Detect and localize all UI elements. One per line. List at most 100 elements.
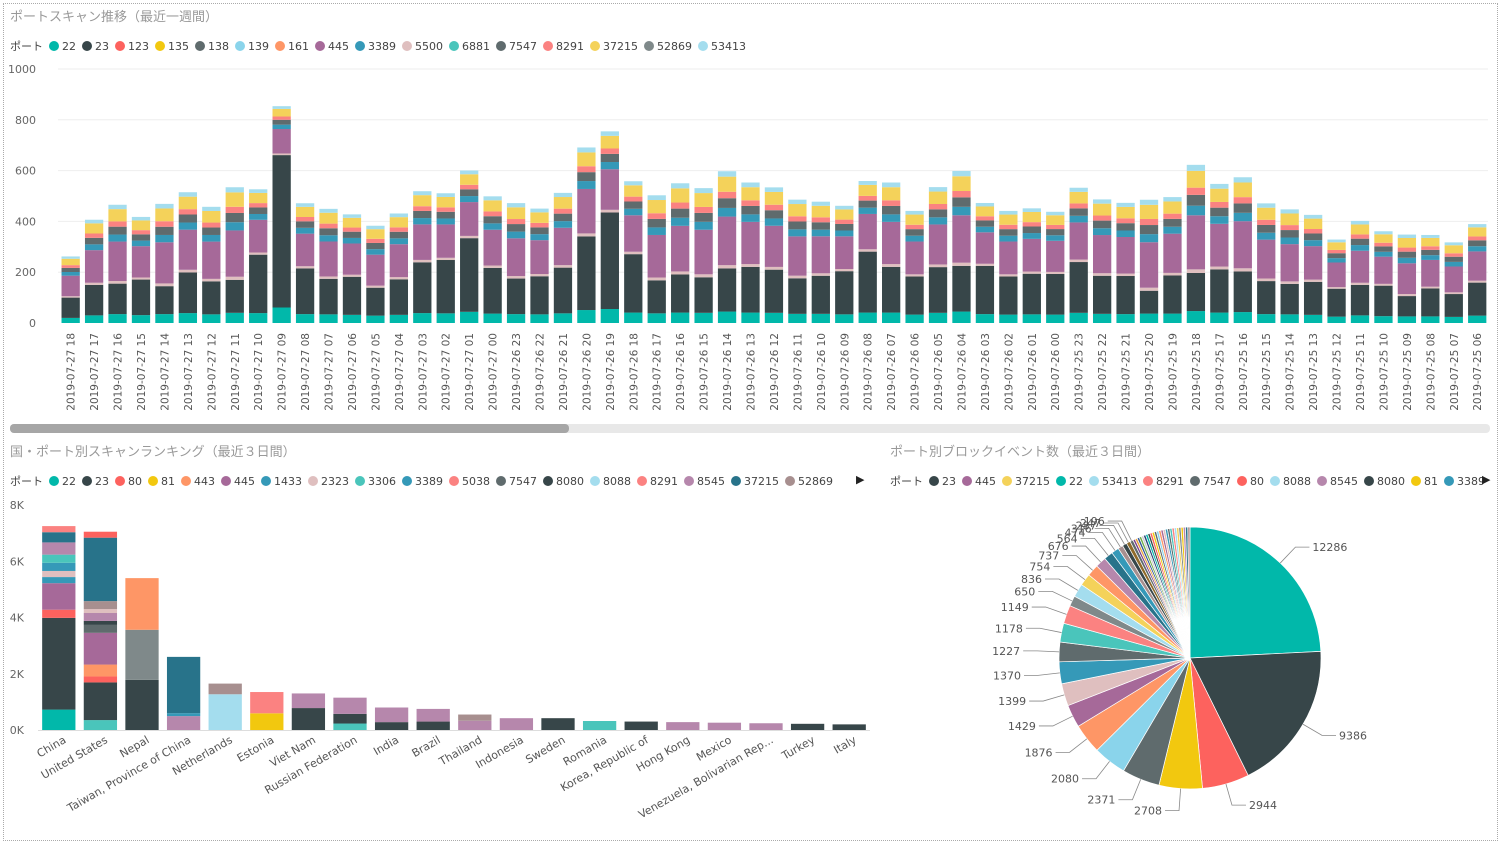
bar-segment-8291[interactable]: [999, 224, 1018, 230]
bar-segment-5500[interactable]: [788, 275, 807, 279]
bar-segment-3389[interactable]: [178, 222, 198, 230]
bar-segment-23[interactable]: [61, 297, 80, 318]
bar-segment-22[interactable]: [1116, 314, 1135, 323]
bar-segment-53413[interactable]: [366, 225, 385, 230]
bar-2019-07-27 02[interactable]: [436, 193, 455, 323]
bar-segment-445[interactable]: [249, 219, 268, 253]
bar-segment-53413[interactable]: [1139, 199, 1159, 205]
bar-segment-37215[interactable]: [272, 108, 291, 117]
bar-segment-3389[interactable]: [1092, 228, 1112, 236]
bar-segment-3389[interactable]: [295, 227, 315, 234]
bar-segment-3389[interactable]: [624, 208, 643, 216]
bar-segment-3389[interactable]: [1374, 251, 1393, 257]
bar-2019-07-27 14[interactable]: [155, 203, 174, 323]
bar-segment-22[interactable]: [1257, 314, 1276, 323]
bar-segment-7547[interactable]: [1233, 203, 1252, 213]
bar-segment-37215[interactable]: [553, 197, 573, 209]
bar-segment-8291[interactable]: [600, 148, 619, 154]
bar-segment-7547[interactable]: [483, 216, 502, 224]
bar-segment-23[interactable]: [413, 262, 432, 314]
bar-segment-445[interactable]: [1397, 263, 1417, 295]
bar-2019-07-27 17[interactable]: [84, 219, 104, 323]
bar-segment-53413[interactable]: [600, 131, 619, 136]
legend-item-53413[interactable]: 53413: [698, 40, 746, 53]
bar-segment-445[interactable]: [577, 188, 596, 234]
legend-item-23[interactable]: 23: [82, 40, 109, 53]
bar-segment-445[interactable]: [108, 241, 127, 282]
bar-segment-53413[interactable]: [84, 219, 104, 224]
bar-segment-7547[interactable]: [506, 224, 526, 232]
bar-segment-23[interactable]: [530, 276, 549, 315]
bar-segment-23[interactable]: [788, 278, 807, 314]
bar-segment-5500[interactable]: [905, 274, 924, 277]
bar-segment-8291[interactable]: [108, 221, 127, 227]
bar-segment-23[interactable]: [374, 722, 409, 730]
bar-segment-22[interactable]: [506, 314, 526, 323]
bar-segment-23[interactable]: [647, 280, 666, 314]
bar-segment-5500[interactable]: [1350, 282, 1370, 285]
bar-2019-07-27 13[interactable]: [178, 192, 198, 323]
legend-item-7547[interactable]: 7547: [496, 40, 537, 53]
legend-item-52869[interactable]: 52869: [644, 40, 692, 53]
bar-2019-07-26 01[interactable]: [1022, 208, 1041, 323]
panel1-legend[interactable]: ポート 22 23 123 135 138 139 161 445 3389 5500 6881 754…: [10, 38, 752, 54]
bar-segment-53413[interactable]: [436, 193, 455, 197]
bar-segment-37215[interactable]: [999, 214, 1018, 225]
legend-item-81[interactable]: 81: [1411, 475, 1438, 488]
bar-segment-7547[interactable]: [600, 153, 619, 163]
bar-segment-445[interactable]: [928, 224, 948, 265]
panel1-chart[interactable]: 1000 800 600 400 200 0 2019-07-27 18 2019-07-27…: [0, 60, 1500, 425]
bar-segment-37215[interactable]: [342, 217, 362, 228]
bar-2019-07-26 12[interactable]: [764, 187, 784, 323]
bar-segment-445[interactable]: [858, 213, 877, 250]
bar-2019-07-25 07[interactable]: [1444, 242, 1463, 323]
bar-segment-22[interactable]: [1303, 314, 1323, 323]
bar-2019-07-27 12[interactable]: [202, 206, 221, 323]
legend-item-81[interactable]: 81: [148, 475, 175, 488]
bar-Russian Federation[interactable]: [333, 697, 367, 730]
bar-2019-07-26 09[interactable]: [835, 205, 854, 323]
bar-segment-23[interactable]: [1374, 285, 1393, 317]
bar-segment-22[interactable]: [882, 312, 901, 323]
bar-2019-07-27 00[interactable]: [483, 196, 502, 323]
bar-segment-22[interactable]: [999, 314, 1018, 323]
legend-item-37215[interactable]: 37215: [731, 475, 779, 488]
bar-segment-3389[interactable]: [1421, 255, 1440, 260]
bar-segment-53413[interactable]: [272, 106, 291, 109]
bar-segment-3389[interactable]: [1139, 234, 1159, 243]
bar-segment-7547[interactable]: [694, 212, 713, 222]
bar-segment-23[interactable]: [764, 269, 784, 313]
bar-segment-37215[interactable]: [530, 212, 549, 223]
bar-segment-80[interactable]: [83, 531, 118, 538]
bar-segment-3389[interactable]: [108, 234, 127, 242]
bar-segment-7547[interactable]: [1397, 251, 1417, 258]
bar-segment-22[interactable]: [460, 311, 479, 323]
bar-segment-5500[interactable]: [553, 265, 573, 268]
bar-segment-7547[interactable]: [272, 119, 291, 125]
bar-2019-07-25 11[interactable]: [1350, 220, 1370, 323]
bar-segment-22[interactable]: [483, 313, 502, 323]
bar-segment-7547[interactable]: [366, 242, 385, 250]
bar-segment-37215[interactable]: [928, 191, 948, 205]
bar-segment-8291[interactable]: [1210, 201, 1229, 208]
bar-segment-8291[interactable]: [1444, 253, 1463, 257]
bar-segment-3389[interactable]: [905, 235, 924, 242]
bar-2019-07-26 15[interactable]: [694, 188, 713, 323]
bar-segment-3389[interactable]: [1233, 212, 1252, 222]
bar-segment-8291[interactable]: [1280, 225, 1299, 231]
bar-segment-37215[interactable]: [788, 204, 807, 217]
bar-segment-53413[interactable]: [155, 203, 174, 209]
bar-segment-8291[interactable]: [835, 219, 854, 224]
bar-segment-23[interactable]: [1303, 281, 1323, 315]
bar-segment-3389[interactable]: [342, 237, 362, 244]
bar-segment-445[interactable]: [671, 225, 690, 272]
bar-segment-8291[interactable]: [1327, 249, 1346, 254]
bar-segment-37215b[interactable]: [42, 532, 76, 543]
bar-segment-445[interactable]: [1069, 222, 1088, 260]
bar-segment-3389[interactable]: [272, 124, 291, 130]
bar-2019-07-26 02[interactable]: [999, 210, 1018, 323]
bar-segment-53413[interactable]: [506, 203, 526, 208]
bar-segment-23[interactable]: [131, 279, 151, 316]
bar-segment-445[interactable]: [1421, 259, 1440, 287]
bar-segment-5500[interactable]: [671, 271, 690, 275]
